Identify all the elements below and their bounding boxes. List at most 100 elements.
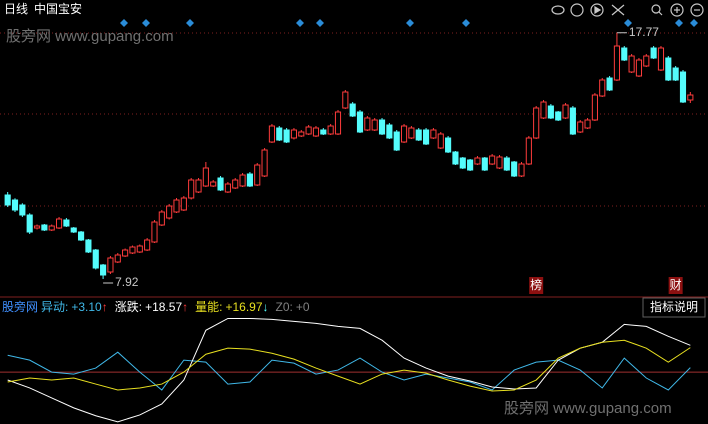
legend-value: +0 <box>296 300 310 314</box>
candle-body <box>481 157 488 171</box>
legend-arrow: ↑ <box>182 300 188 314</box>
candle-body <box>415 129 422 141</box>
event-marker <box>668 277 683 294</box>
candle-body <box>298 131 305 137</box>
candle-body <box>584 119 591 129</box>
candle-body <box>452 151 459 165</box>
candle-body <box>312 127 320 137</box>
candle-body <box>445 137 452 153</box>
candle-body <box>70 227 77 233</box>
candle-body <box>305 126 312 135</box>
candle-body <box>591 94 598 121</box>
candle-body <box>78 231 85 241</box>
legend-name: 量能: <box>195 300 222 314</box>
candle-body <box>129 246 136 254</box>
candle-body <box>327 125 334 135</box>
candle-body <box>166 205 173 219</box>
candle-body <box>665 57 672 81</box>
candle-body <box>224 183 231 193</box>
candle-body <box>371 119 378 131</box>
legend-value: +18.57 <box>145 300 182 314</box>
candle-body <box>19 204 26 216</box>
legend-arrow: ↑ <box>102 300 108 314</box>
candle-body <box>364 117 371 131</box>
period[interactable]: 日线 <box>4 2 28 16</box>
candle-body <box>393 131 400 151</box>
event-marker-label: 财 <box>670 278 682 292</box>
candle-body <box>26 214 33 233</box>
candle-body <box>276 127 283 141</box>
candle-body <box>657 47 665 71</box>
annotation-label: 7.92 <box>115 275 139 289</box>
candle-body <box>188 179 195 199</box>
legend-name: 异动: <box>41 300 68 314</box>
candle-body <box>144 239 151 251</box>
candle-body <box>33 225 41 229</box>
event-marker-label: 榜 <box>530 277 542 292</box>
indicator-line <box>7 339 691 392</box>
candle-body <box>356 111 364 133</box>
reference-lines <box>0 32 708 207</box>
candle-body <box>474 157 481 165</box>
indicator-help-button[interactable] <box>642 297 706 318</box>
icon-eye[interactable] <box>551 5 565 15</box>
watermark: 股旁网 www.gupang.com <box>6 28 174 45</box>
candle-body <box>650 47 657 59</box>
legend-value: +3.10 <box>71 300 102 314</box>
candle-body <box>555 111 562 121</box>
candle-body <box>63 219 70 227</box>
icon-scissors[interactable] <box>611 4 625 16</box>
candle-body <box>525 137 532 165</box>
candle-body <box>11 199 19 211</box>
candle-body <box>100 264 107 276</box>
candle-body <box>349 103 356 117</box>
candle-body <box>672 67 679 81</box>
candle-body <box>459 157 466 169</box>
candle-body <box>246 173 253 187</box>
candle-body <box>386 124 393 139</box>
annotation-label: 17.77 <box>629 25 659 39</box>
candle-body <box>408 127 415 139</box>
candle-body <box>635 59 643 77</box>
candle-body <box>430 129 437 139</box>
candle-body <box>378 119 386 135</box>
icon-plus[interactable] <box>670 3 684 17</box>
candle-body <box>342 91 349 109</box>
candle-body <box>239 174 246 187</box>
candle-body <box>467 159 474 171</box>
candle-body <box>158 211 165 226</box>
candle-body <box>503 157 510 171</box>
candle-body <box>85 239 92 253</box>
icon-play[interactable] <box>590 3 604 17</box>
candle-body <box>496 156 503 169</box>
candle-body <box>41 224 48 231</box>
watermark: 股旁网 www.gupang.com <box>504 400 672 417</box>
candle-body <box>173 199 180 213</box>
indicator-line <box>7 351 691 391</box>
icon-zoom[interactable] <box>651 4 661 14</box>
candle-body <box>107 257 114 273</box>
candle-body <box>334 111 342 135</box>
candle-body <box>511 161 518 177</box>
icon-minus[interactable] <box>690 3 704 17</box>
candle-body <box>202 167 209 187</box>
candle-body <box>268 125 275 143</box>
candle-body <box>400 125 408 143</box>
legend-arrow: ↓ <box>263 300 269 314</box>
candle-body <box>136 245 143 253</box>
legend-value: +16.97 <box>225 300 262 314</box>
stock-name: 中国宝安 <box>34 1 82 16</box>
toolbar-icons <box>551 3 704 17</box>
icon-circle[interactable] <box>570 3 584 17</box>
candle-body <box>489 155 496 165</box>
candle-body <box>679 71 687 103</box>
candle-body <box>4 194 11 206</box>
candle-body <box>533 107 540 139</box>
indicator-help-label[interactable]: 指标说明 <box>650 299 698 314</box>
event-marker <box>529 277 544 294</box>
candle-body <box>114 254 121 263</box>
candle-body <box>577 121 584 133</box>
candle-body <box>180 197 187 211</box>
candle-body <box>261 149 268 177</box>
